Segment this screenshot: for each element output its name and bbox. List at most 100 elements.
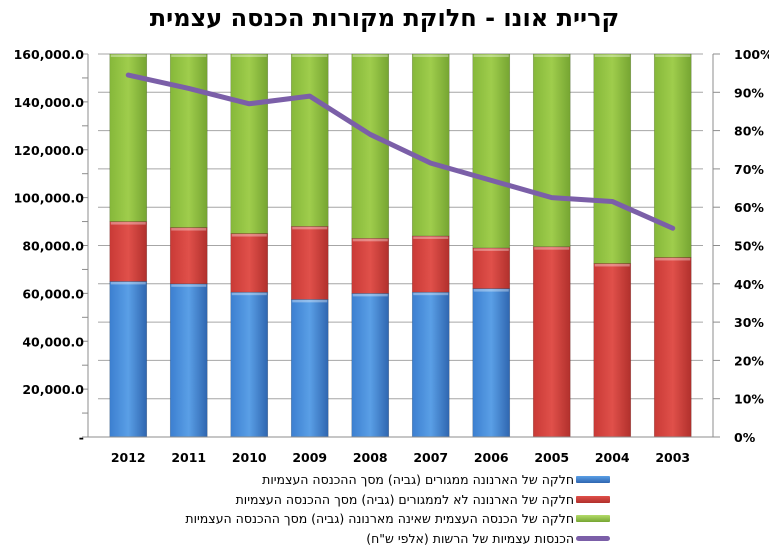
left-tick-label: 160,000.0 <box>14 47 85 62</box>
bar-highlight <box>594 54 630 57</box>
right-tick-label: 60% <box>734 200 764 215</box>
left-tick-label: 120,000.0 <box>14 143 85 158</box>
bar-highlight <box>110 222 146 225</box>
chart-plot: 2012 2011 2010 2009 2008 2007 2006 2005 2004 2003… <box>14 47 769 465</box>
right-tick-label: 90% <box>734 85 764 100</box>
x-tick-label: 2012 <box>111 450 146 465</box>
legend-item-residential-arnona: חלקה של הארנונה ממגורים (גביה) מסך ההכנס… <box>150 470 610 490</box>
left-tick-label: 20,000.0 <box>22 382 84 397</box>
x-tick-label: 2008 <box>353 450 388 465</box>
legend-swatch-blue <box>576 476 610 484</box>
legend-swatch-red <box>576 495 610 503</box>
bar-segment-nonresidential-2008 <box>351 238 390 294</box>
axis-labels: 2012 2011 2010 2009 2008 2007 2006 2005 2004 2003… <box>14 47 769 465</box>
bar-segment-nonresidential-2011 <box>169 227 208 285</box>
bar-segment-nonresidential-2004 <box>593 263 632 438</box>
bars <box>109 53 692 438</box>
line-series <box>125 72 676 231</box>
bar-segment-other-2012 <box>109 53 148 222</box>
bar-highlight <box>110 281 146 285</box>
legend-item-nonresidential-arnona: חלקה של הארנונה לא לממגורים (גביה) מסך ה… <box>150 490 610 510</box>
bar-highlight <box>352 293 388 297</box>
bar-highlight <box>413 236 449 239</box>
bar-highlight <box>413 54 449 57</box>
bar-highlight <box>292 54 328 57</box>
bar-highlight <box>594 263 630 267</box>
bar-segment-other-2005 <box>532 53 571 247</box>
bar-highlight <box>534 54 570 57</box>
right-tick-label: 10% <box>734 392 764 407</box>
bar-segment-other-2011 <box>169 53 208 228</box>
bar-highlight <box>231 234 267 237</box>
bar-highlight <box>171 284 207 287</box>
bar-highlight <box>655 257 691 261</box>
bar-segment-other-2010 <box>230 53 269 234</box>
x-tick-label: 2004 <box>595 450 630 465</box>
bar-highlight <box>171 54 207 57</box>
left-tick-label: 140,000.0 <box>14 95 85 110</box>
bar-highlight <box>413 292 449 296</box>
legend-label: חלקה של הכנסה העצמית שאינה מארנונה (גביה… <box>185 511 574 527</box>
bar-segment-nonresidential-2003 <box>653 257 692 438</box>
bar-segment-residential-2007 <box>411 291 450 438</box>
bar-segment-residential-2008 <box>351 293 390 438</box>
bar-segment-other-2008 <box>351 53 390 239</box>
bar-segment-residential-2010 <box>230 291 269 438</box>
right-tick-label: 40% <box>734 277 764 292</box>
bar-highlight <box>473 248 509 251</box>
bar-highlight <box>292 299 328 303</box>
bar-highlight <box>110 54 146 57</box>
legend-label: חלקה של הארנונה ממגורים (גביה) מסך ההכנס… <box>262 472 574 488</box>
axes <box>82 53 720 438</box>
legend-label: חלקה של הארנונה לא לממגורים (גביה) מסך ה… <box>235 491 574 507</box>
bar-segment-nonresidential-2009 <box>290 226 329 300</box>
x-tick-label: 2009 <box>292 450 327 465</box>
right-tick-label: 70% <box>734 162 764 177</box>
bar-highlight <box>292 226 328 230</box>
right-tick-label: 50% <box>734 239 764 254</box>
bar-segment-residential-2006 <box>472 288 511 438</box>
left-tick-label: 40,000.0 <box>22 334 84 349</box>
x-tick-label: 2005 <box>534 450 569 465</box>
left-tick-label: 60,000.0 <box>22 286 84 301</box>
bar-segment-other-2007 <box>411 53 450 237</box>
right-tick-label: 20% <box>734 353 764 368</box>
x-tick-label: 2010 <box>232 450 267 465</box>
x-tick-label: 2003 <box>655 450 690 465</box>
bar-highlight <box>231 54 267 57</box>
legend: חלקה של הארנונה ממגורים (גביה) מסך ההכנס… <box>150 470 610 548</box>
left-tick-label: 100,000.0 <box>14 191 85 206</box>
x-tick-label: 2007 <box>413 450 448 465</box>
x-tick-label: 2011 <box>171 450 206 465</box>
x-tick-label: 2006 <box>474 450 509 465</box>
bar-segment-nonresidential-2006 <box>472 247 511 289</box>
right-tick-label: 80% <box>734 124 764 139</box>
legend-swatch-green <box>576 515 610 523</box>
bar-segment-nonresidential-2010 <box>230 233 269 293</box>
bar-highlight <box>473 54 509 57</box>
bar-highlight <box>171 228 207 231</box>
right-tick-label: 30% <box>734 315 764 330</box>
bar-segment-nonresidential-2005 <box>532 246 571 438</box>
legend-item-own-income-line: הכנסות עצמיות של הרשות (אלפי ש"ח) <box>150 529 610 549</box>
bar-highlight <box>231 292 267 296</box>
bar-segment-nonresidential-2007 <box>411 235 450 293</box>
bar-highlight <box>352 238 388 242</box>
bar-highlight <box>473 289 509 292</box>
bar-segment-other-2009 <box>290 53 329 227</box>
bar-segment-nonresidential-2012 <box>109 221 148 282</box>
line-own-income <box>125 72 676 231</box>
legend-item-non-arnona-income: חלקה של הכנסה העצמית שאינה מארנונה (גביה… <box>150 509 610 529</box>
bar-segment-other-2006 <box>472 53 511 249</box>
bar-segment-residential-2012 <box>109 281 148 438</box>
bar-segment-other-2004 <box>593 53 632 264</box>
bar-highlight <box>655 54 691 57</box>
chart-title: קריית אונו - חלוקת מקורות הכנסה עצמית <box>149 4 620 32</box>
bar-segment-residential-2011 <box>169 283 208 438</box>
bar-segment-other-2003 <box>653 53 692 258</box>
left-tick-label: 80,000.0 <box>22 239 84 254</box>
legend-label: הכנסות עצמיות של הרשות (אלפי ש"ח) <box>366 530 574 546</box>
left-tick-label: - <box>79 430 84 445</box>
right-tick-label: 0% <box>734 430 756 445</box>
bar-highlight <box>352 54 388 57</box>
